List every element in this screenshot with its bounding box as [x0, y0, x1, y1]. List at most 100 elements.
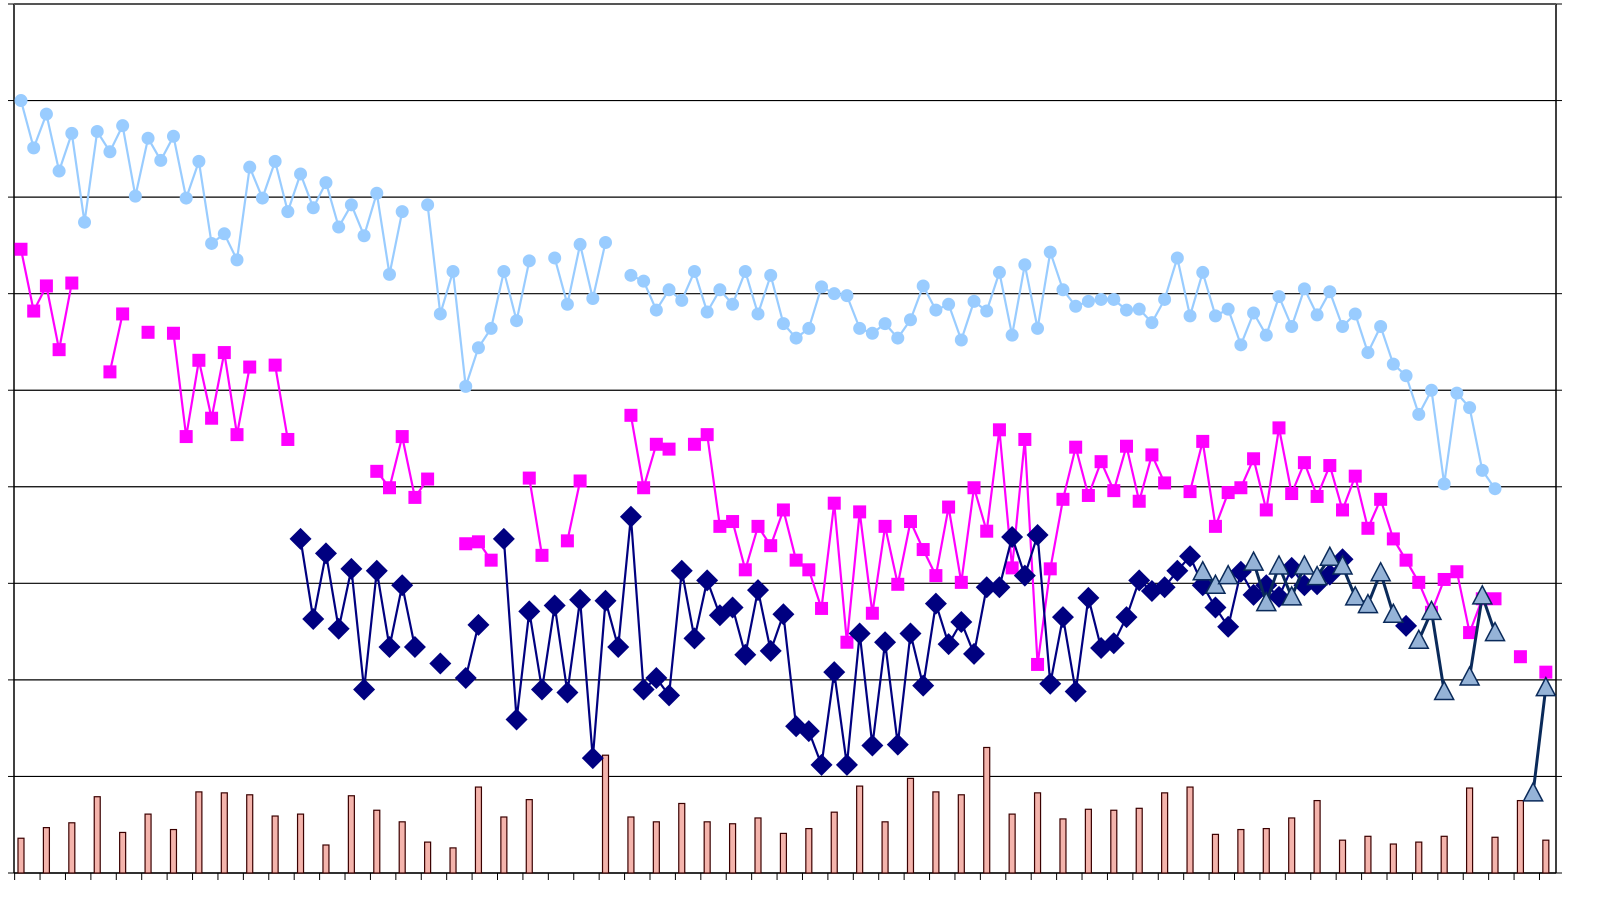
point — [154, 153, 168, 167]
bar — [220, 792, 228, 874]
point — [1077, 586, 1100, 609]
point — [560, 534, 574, 548]
point — [1471, 584, 1494, 605]
bar — [957, 794, 965, 874]
point — [802, 321, 816, 335]
point — [670, 559, 693, 582]
bar — [144, 813, 152, 874]
point — [1285, 487, 1299, 501]
point — [1424, 383, 1438, 397]
point — [314, 542, 337, 565]
bar — [1211, 833, 1220, 874]
point — [446, 264, 460, 278]
point — [1272, 421, 1286, 435]
point — [912, 674, 935, 697]
point — [1196, 265, 1210, 279]
point — [853, 321, 867, 335]
point — [391, 574, 414, 597]
point — [141, 131, 155, 145]
point — [116, 119, 130, 133]
point — [675, 293, 689, 307]
point — [916, 279, 930, 293]
point — [1420, 599, 1443, 621]
point — [1310, 489, 1324, 503]
point — [205, 236, 219, 250]
point — [27, 141, 41, 155]
bar — [1262, 827, 1270, 874]
point — [459, 537, 473, 551]
bar — [398, 821, 406, 874]
point — [645, 666, 668, 689]
point — [840, 289, 854, 303]
point — [1064, 680, 1087, 703]
bar — [296, 813, 305, 874]
point — [1412, 407, 1426, 421]
point — [878, 519, 892, 533]
bar — [1288, 817, 1296, 874]
point — [1374, 319, 1388, 333]
point — [853, 505, 867, 519]
point — [1094, 292, 1108, 306]
point — [696, 569, 719, 592]
point — [1255, 591, 1278, 612]
bar — [983, 746, 991, 874]
point — [992, 423, 1006, 437]
bar — [805, 827, 813, 874]
point — [764, 268, 778, 282]
point — [408, 490, 422, 504]
point — [243, 360, 257, 374]
point — [1361, 521, 1375, 535]
bar — [856, 785, 864, 874]
point — [319, 176, 333, 190]
point — [1183, 309, 1197, 323]
point — [746, 579, 769, 602]
point — [1458, 665, 1481, 686]
point — [687, 437, 701, 451]
point — [1191, 560, 1214, 581]
point — [543, 594, 566, 617]
point — [607, 636, 630, 659]
bar — [119, 831, 127, 874]
bar — [347, 795, 355, 874]
point — [243, 160, 257, 174]
point — [548, 251, 562, 265]
point — [1051, 606, 1074, 629]
point — [65, 276, 79, 290]
point — [1221, 486, 1235, 500]
bar — [652, 821, 660, 874]
point — [340, 557, 363, 580]
point — [382, 267, 396, 281]
point — [662, 442, 676, 456]
point — [988, 576, 1011, 599]
point — [65, 126, 79, 140]
bar — [779, 832, 788, 874]
point — [27, 304, 41, 318]
point — [1183, 485, 1197, 499]
point — [382, 481, 396, 495]
point — [980, 304, 994, 318]
point — [1374, 492, 1388, 506]
point — [454, 666, 477, 689]
point — [637, 274, 651, 288]
point — [556, 681, 579, 704]
point — [967, 294, 981, 308]
point — [789, 553, 803, 567]
bar — [1110, 809, 1118, 874]
bar — [449, 847, 457, 874]
point — [1399, 553, 1413, 567]
point — [1399, 369, 1413, 383]
point — [1056, 283, 1070, 297]
point — [891, 331, 905, 345]
point — [1344, 585, 1366, 606]
bar — [169, 828, 178, 874]
point — [1259, 328, 1273, 342]
point — [459, 379, 473, 393]
point — [980, 524, 994, 538]
point — [751, 307, 765, 321]
bar — [373, 809, 381, 874]
point — [1336, 503, 1350, 517]
point — [378, 636, 401, 659]
point — [658, 684, 681, 707]
